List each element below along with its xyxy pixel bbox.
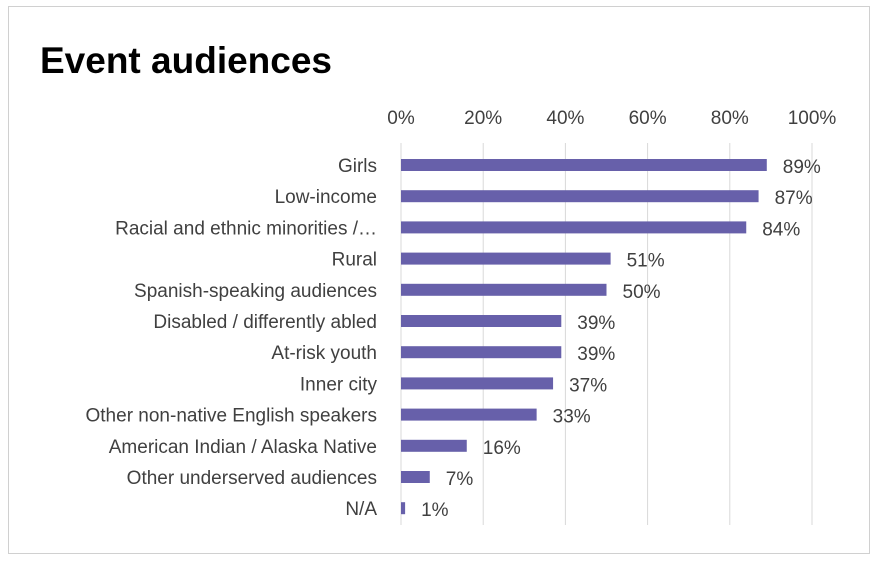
category-label: Rural	[332, 250, 377, 271]
bar	[401, 315, 562, 327]
bar	[401, 346, 562, 359]
category-label: Inner city	[300, 374, 378, 395]
category-label: Disabled / differently abled	[153, 312, 377, 333]
data-label: 39%	[577, 344, 615, 365]
data-label: 39%	[577, 313, 615, 334]
bar	[401, 377, 554, 390]
category-label: Low-income	[275, 187, 377, 208]
bar	[401, 252, 611, 265]
chart-title: Event audiences	[40, 40, 333, 81]
data-label: 33%	[553, 407, 591, 428]
bar	[401, 190, 759, 203]
data-labels: 89% 87% 84% 51% 50% 39% 39% 37% 33% 16% 7% 1%	[421, 157, 821, 521]
data-label: 37%	[569, 375, 607, 396]
bar	[401, 502, 406, 515]
x-tick-label: 80%	[711, 108, 749, 129]
category-label: Spanish-speaking audiences	[134, 281, 377, 302]
data-label: 1%	[421, 500, 449, 521]
bar	[401, 283, 607, 296]
bar	[401, 439, 467, 452]
bar	[401, 159, 767, 171]
category-labels: Girls Low-income Racial and ethnic minorit…	[86, 156, 378, 520]
data-label: 50%	[623, 282, 661, 303]
category-label: N/A	[345, 499, 377, 520]
x-tick-label: 60%	[629, 108, 667, 129]
data-label: 7%	[446, 469, 474, 490]
category-label: Other underserved audiences	[127, 468, 377, 489]
x-tick-label: 100%	[788, 108, 837, 129]
x-tick-label: 40%	[546, 108, 584, 129]
data-label: 87%	[775, 188, 813, 209]
category-label: At-risk youth	[271, 343, 377, 364]
category-label: Other non-native English speakers	[86, 406, 378, 427]
category-label: American Indian / Alaska Native	[109, 437, 377, 458]
bars	[401, 159, 767, 515]
gridlines	[400, 143, 813, 525]
bar	[401, 471, 430, 483]
x-axis-ticks: 0% 20% 40% 60% 80% 100%	[387, 108, 836, 129]
category-label: Girls	[338, 156, 377, 177]
category-label: Racial and ethnic minorities /…	[115, 218, 377, 239]
x-tick-label: 0%	[387, 108, 415, 129]
bar	[401, 221, 747, 234]
x-tick-label: 20%	[464, 108, 502, 129]
data-label: 16%	[483, 438, 521, 459]
data-label: 89%	[783, 157, 821, 178]
data-label: 84%	[762, 219, 800, 240]
bar	[401, 408, 537, 421]
chart-frame	[8, 6, 870, 554]
data-label: 51%	[627, 251, 665, 272]
